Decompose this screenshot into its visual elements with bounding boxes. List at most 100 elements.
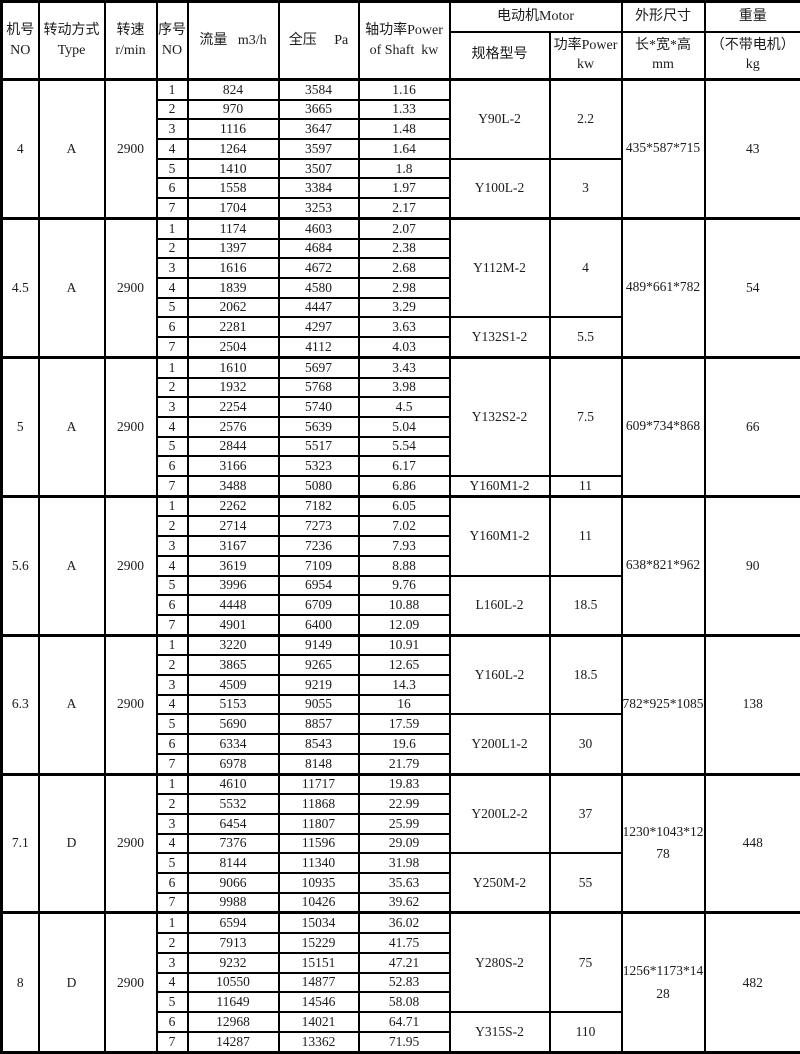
header-drive-type: 转动方式 Type (37, 0, 106, 81)
cell-pressure: 9265 (277, 654, 360, 677)
cell-pressure: 5639 (277, 415, 360, 438)
cell-speed: 2900 (103, 633, 158, 776)
cell-serial-no: 4 (155, 277, 189, 299)
cell-pressure: 11340 (277, 852, 360, 874)
cell-motor-power: 5.5 (548, 316, 623, 359)
cell-pressure: 4603 (277, 216, 360, 240)
cell-serial-no: 2 (155, 932, 189, 954)
cell-motor-model: Y160M1-2 (448, 474, 551, 498)
cell-motor-model: Y160L-2 (448, 633, 551, 716)
cell-shaft-power: 31.98 (357, 852, 451, 874)
cell-machine-no: 4 (0, 78, 40, 220)
cell-flow: 1932 (186, 376, 280, 399)
spec-row: 2 1932 5768 3.98 (2, 376, 800, 399)
spec-row: 5 A 2900 1 1610 5697 3.43 Y132S2-2 7.5 609*734*86… (0, 355, 800, 498)
cell-motor-model: Y132S1-2 (448, 316, 551, 359)
cell-weight: 43 (703, 78, 800, 220)
cell-pressure: 6954 (277, 574, 360, 597)
cell-serial-no: 1 (155, 772, 189, 796)
cell-serial-no: 6 (155, 316, 189, 339)
spec-row: 7.1 D 2900 1 4610 11717 19.83 Y200L2-2 37 1230*10… (0, 772, 800, 914)
cell-speed: 2900 (103, 78, 158, 220)
header-dimensions-group: 外形尺寸 (620, 0, 706, 33)
cell-motor-power: 110 (548, 1010, 623, 1054)
cell-shaft-power: 1.48 (357, 118, 451, 141)
cell-serial-no: 6 (155, 733, 189, 755)
cell-machine-no: 4.5 (0, 216, 40, 359)
cell-pressure: 14877 (277, 971, 360, 994)
cell-serial-no: 5 (155, 157, 189, 180)
cell-shaft-power: 16 (357, 693, 451, 716)
cell-serial-no: 4 (155, 554, 189, 577)
cell-shaft-power: 2.98 (357, 277, 451, 299)
cell-serial-no: 2 (155, 237, 189, 260)
cell-shaft-power: 17.59 (357, 713, 451, 736)
cell-shaft-power: 35.63 (357, 872, 451, 894)
spec-row: 3 4509 9219 14.3 (2, 674, 800, 696)
spec-row: 4.5 A 2900 1 1174 4603 2.07 Y112M-2 4 489*661*782… (0, 216, 800, 359)
cell-shaft-power: 2.68 (357, 257, 451, 279)
spec-row: 3 6454 11807 25.99 (2, 812, 800, 835)
spec-row: 4 A 2900 1 824 3584 1.16 Y90L-2 2.2 435*587*715 43 (0, 77, 800, 220)
cell-pressure: 14546 (277, 991, 360, 1013)
cell-shaft-power: 12.65 (357, 654, 451, 677)
cell-motor-power: 37 (548, 772, 623, 855)
header-motor-model: 规格型号 (448, 30, 551, 81)
cell-flow: 4901 (186, 613, 280, 637)
cell-serial-no: 3 (155, 951, 189, 974)
cell-shaft-power: 22.99 (357, 793, 451, 815)
cell-motor-power: 3 (548, 157, 623, 220)
cell-flow: 970 (186, 98, 280, 121)
cell-shaft-power: 4.03 (357, 336, 451, 359)
cell-pressure: 9149 (277, 633, 360, 657)
cell-flow: 3996 (186, 574, 280, 597)
cell-flow: 824 (186, 77, 280, 101)
cell-serial-no: 5 (155, 435, 189, 458)
cell-serial-no: 3 (155, 812, 189, 835)
cell-weight: 90 (703, 494, 800, 637)
spec-row: 7 2504 4112 4.03 (2, 336, 800, 359)
header-shaft-power: 轴功率Power of Shaft kw (357, 0, 451, 81)
spec-row: 4 5153 9055 16 (2, 693, 800, 716)
cell-pressure: 13362 (277, 1030, 360, 1054)
cell-speed: 2900 (103, 355, 158, 498)
cell-serial-no: 1 (155, 633, 189, 657)
cell-serial-no: 2 (155, 793, 189, 815)
cell-flow: 6594 (186, 911, 280, 935)
cell-drive-type: A (37, 78, 106, 220)
cell-flow: 9066 (186, 872, 280, 894)
cell-drive-type: D (37, 911, 106, 1054)
cell-shaft-power: 19.83 (357, 772, 451, 796)
cell-pressure: 4112 (277, 336, 360, 359)
cell-serial-no: 3 (155, 396, 189, 418)
cell-pressure: 15151 (277, 951, 360, 974)
cell-serial-no: 3 (155, 257, 189, 279)
cell-serial-no: 1 (155, 77, 189, 101)
cell-pressure: 3507 (277, 157, 360, 180)
cell-motor-model: Y315S-2 (448, 1010, 551, 1054)
cell-flow: 2262 (186, 494, 280, 518)
cell-weight: 138 (703, 633, 800, 776)
cell-pressure: 14021 (277, 1010, 360, 1033)
cell-shaft-power: 1.33 (357, 98, 451, 121)
header-speed: 转速 r/min (103, 0, 158, 81)
spec-table-body: 4 A 2900 1 824 3584 1.16 Y90L-2 2.2 435*587*715 43… (0, 77, 800, 1054)
cell-shaft-power: 3.29 (357, 296, 451, 319)
cell-pressure: 3584 (277, 77, 360, 101)
cell-motor-model: Y100L-2 (448, 157, 551, 220)
cell-serial-no: 1 (155, 355, 189, 379)
cell-flow: 9232 (186, 951, 280, 974)
cell-flow: 2504 (186, 336, 280, 359)
cell-serial-no: 1 (155, 494, 189, 518)
cell-motor-power: 55 (548, 852, 623, 914)
spec-row: 4 2576 5639 5.04 (2, 415, 800, 438)
cell-weight: 54 (703, 216, 800, 359)
spec-row: 2 7913 15229 41.75 (2, 932, 800, 954)
cell-pressure: 9055 (277, 693, 360, 716)
cell-pressure: 8857 (277, 713, 360, 736)
spec-row: 7 3488 5080 6.86 Y160M1-2 11 (2, 474, 800, 498)
cell-pressure: 6400 (277, 613, 360, 637)
cell-serial-no: 7 (155, 197, 189, 220)
cell-motor-model: Y200L1-2 (448, 713, 551, 776)
cell-motor-model: Y132S2-2 (448, 355, 551, 477)
